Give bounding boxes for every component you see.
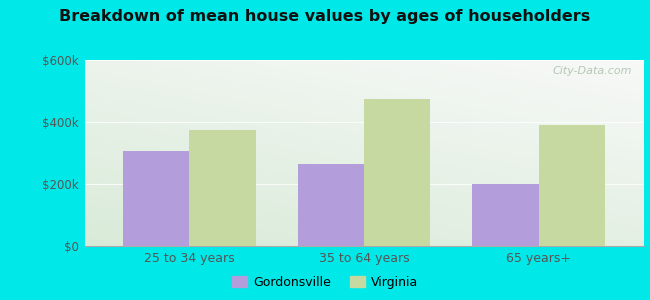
- Legend: Gordonsville, Virginia: Gordonsville, Virginia: [227, 271, 423, 294]
- Bar: [189, 130, 255, 246]
- Bar: [364, 99, 430, 246]
- Bar: [539, 125, 605, 246]
- Bar: [123, 152, 189, 246]
- Text: City-Data.com: City-Data.com: [552, 66, 632, 76]
- Text: Breakdown of mean house values by ages of householders: Breakdown of mean house values by ages o…: [59, 9, 591, 24]
- Bar: [298, 164, 364, 246]
- Bar: [473, 184, 539, 246]
